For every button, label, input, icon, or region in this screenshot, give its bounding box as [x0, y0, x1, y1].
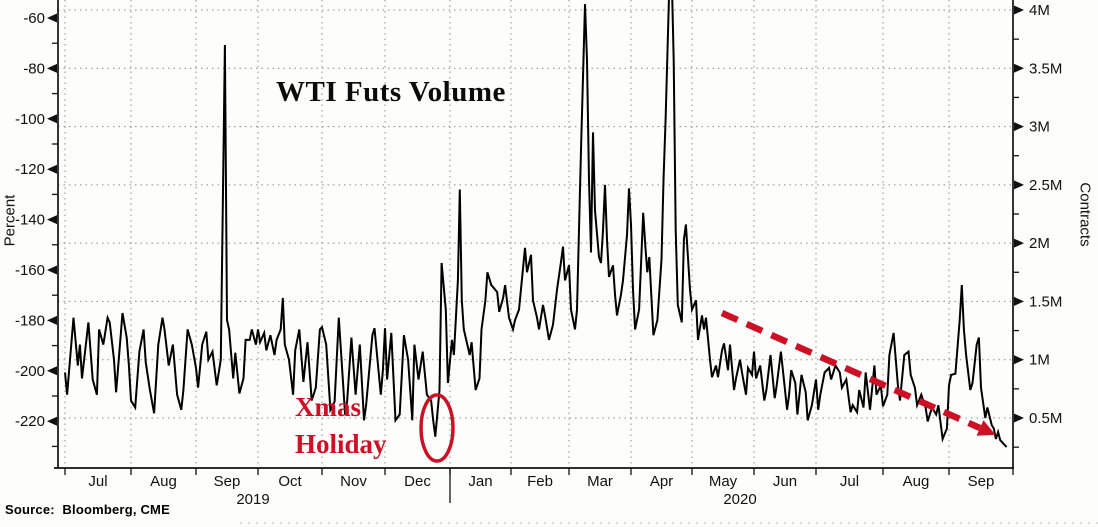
downtrend-arrowhead	[976, 420, 996, 436]
month-label: Jan	[468, 473, 492, 490]
right-axis-tick-arrow	[1014, 296, 1024, 306]
left-axis-tick-arrow	[47, 114, 57, 124]
left-axis-tick-arrow	[47, 164, 57, 174]
month-label: Oct	[278, 473, 302, 490]
left-axis-tick-label: -220	[15, 413, 45, 430]
left-axis-tick-label: -160	[15, 262, 45, 279]
left-axis-tick-arrow	[47, 366, 57, 376]
month-label: Jun	[773, 473, 797, 490]
left-axis-tick-label: -100	[15, 111, 45, 128]
month-label: Aug	[903, 473, 930, 490]
right-axis-tick-label: 1M	[1029, 352, 1050, 369]
month-label: Sep	[968, 473, 995, 490]
year-label: 2020	[723, 491, 756, 508]
right-axis-tick-arrow	[1014, 63, 1024, 73]
left-axis-tick-arrow	[47, 215, 57, 225]
right-axis-tick-label: 1.5M	[1029, 293, 1062, 310]
left-axis-title: Percent	[1, 194, 19, 247]
year-label: 2019	[236, 491, 269, 508]
right-axis-title: Contracts	[1076, 182, 1094, 247]
xmas-annotation-line2: Holiday	[295, 429, 387, 459]
left-axis-tick-label: -200	[15, 363, 45, 380]
left-axis-tick-arrow	[47, 416, 57, 426]
month-label: May	[709, 473, 738, 490]
month-label: Mar	[587, 473, 613, 490]
left-axis-tick-label: -180	[15, 312, 45, 329]
month-label: Dec	[404, 473, 431, 490]
source-note: Source: Bloomberg, CME	[5, 502, 170, 517]
right-axis-tick-arrow	[1014, 413, 1024, 423]
left-axis-tick-label: -80	[23, 60, 45, 77]
right-axis-tick-arrow	[1014, 122, 1024, 132]
left-axis-tick-arrow	[47, 265, 57, 275]
month-label: Apr	[650, 473, 673, 490]
left-axis-tick-arrow	[47, 13, 57, 23]
chart-title: WTI Futs Volume	[276, 76, 506, 108]
right-axis-tick-label: 2.5M	[1029, 177, 1062, 194]
left-axis-tick-arrow	[47, 63, 57, 73]
month-label: Jul	[840, 473, 859, 490]
xmas-holiday-ellipse	[419, 393, 455, 463]
month-label: Feb	[527, 473, 553, 490]
right-axis-tick-label: 4M	[1029, 2, 1050, 19]
month-label: Jul	[88, 473, 107, 490]
right-axis-tick-label: 2M	[1029, 235, 1050, 252]
right-axis-tick-arrow	[1014, 180, 1024, 190]
xmas-annotation-line1: Xmas	[295, 392, 361, 422]
left-axis-tick-arrow	[47, 315, 57, 325]
right-axis-tick-arrow	[1014, 238, 1024, 248]
left-axis-tick-label: -140	[15, 212, 45, 229]
right-axis-tick-label: 3M	[1029, 119, 1050, 136]
left-axis-tick-label: -60	[23, 10, 45, 27]
month-label: Nov	[340, 473, 367, 490]
left-axis-tick-label: -120	[15, 161, 45, 178]
right-axis-tick-label: 0.5M	[1029, 410, 1062, 427]
month-label: Sep	[214, 473, 241, 490]
downtrend-arrow	[720, 310, 982, 431]
right-axis-tick-label: 3.5M	[1029, 60, 1062, 77]
month-label: Aug	[150, 473, 177, 490]
series-line	[64, 0, 1008, 448]
right-axis-tick-arrow	[1014, 5, 1024, 15]
right-axis-tick-arrow	[1014, 355, 1024, 365]
